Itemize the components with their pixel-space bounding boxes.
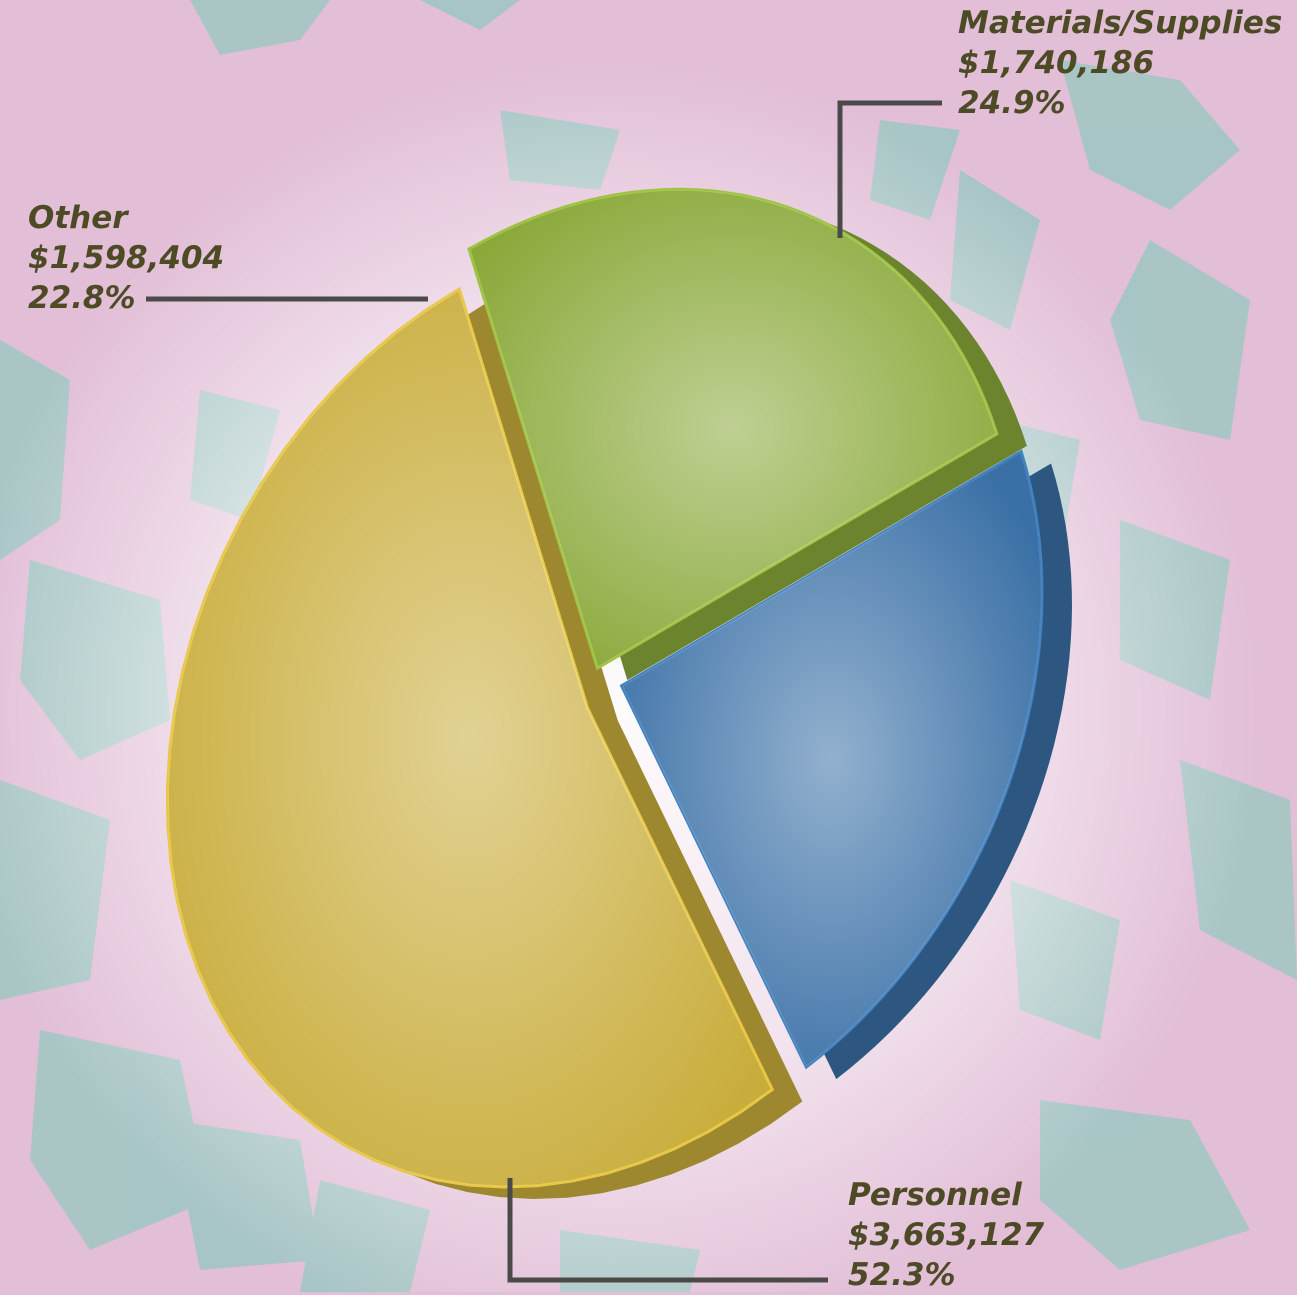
leader-lines — [146, 100, 942, 1283]
slice-percent-personnel: 52.3% — [848, 1257, 956, 1293]
slice-name-materials: Materials/Supplies — [958, 5, 1283, 41]
slice-personnel-highlight — [167, 289, 773, 1188]
slice-percent-materials: 24.9% — [958, 85, 1066, 121]
slice-name-personnel: Personnel — [848, 1177, 1022, 1213]
slice-percent-other: 22.8% — [28, 280, 136, 316]
slice-amount-personnel: $3,663,127 — [848, 1217, 1045, 1253]
leader-line-materials — [837, 100, 942, 238]
slice-materials-highlight — [469, 189, 997, 669]
slice-label-personnel: Personnel $3,663,127 52.3% — [848, 1175, 1044, 1295]
slice-amount-materials: $1,740,186 — [958, 45, 1155, 81]
slice-label-materials: Materials/Supplies $1,740,186 24.9% — [958, 3, 1282, 123]
slice-amount-other: $1,598,404 — [28, 240, 225, 276]
slice-other-highlight — [621, 451, 1042, 1068]
slice-name-other: Other — [28, 200, 128, 236]
slice-label-other: Other $1,598,404 22.8% — [28, 198, 224, 318]
leader-line-personnel — [507, 1178, 828, 1283]
